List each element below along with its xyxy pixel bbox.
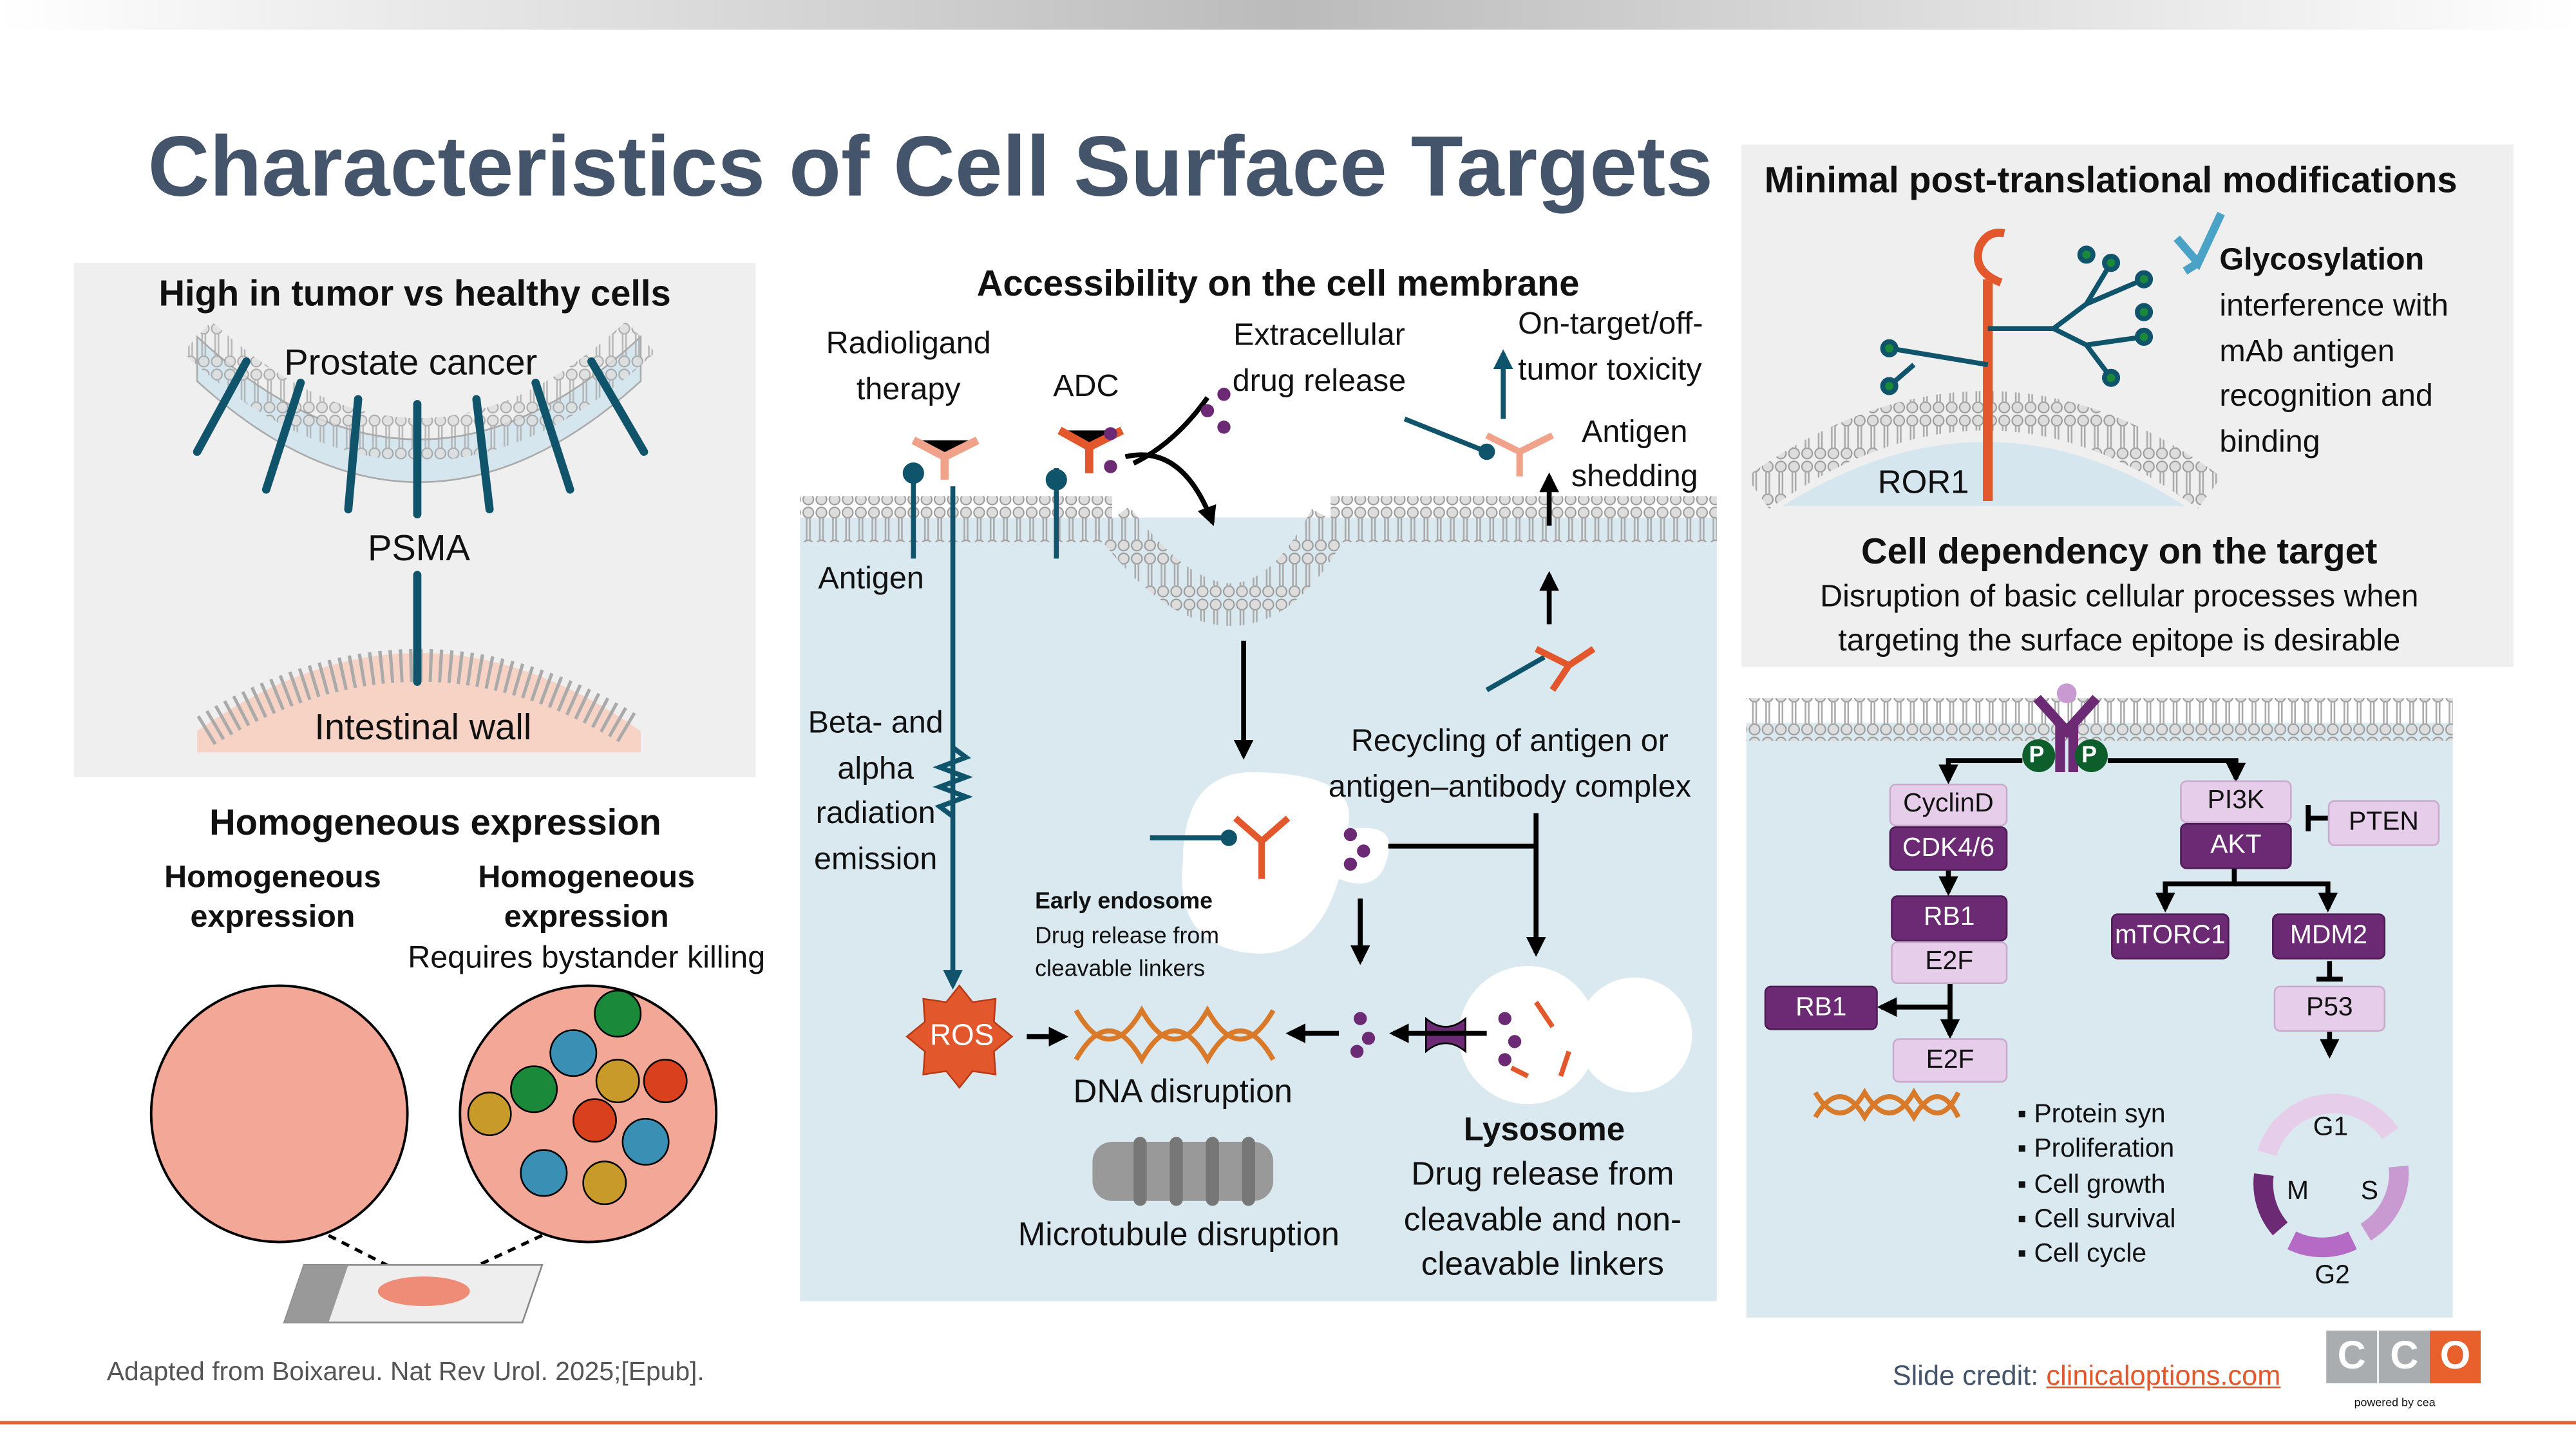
cell-cycle-arrows — [2253, 1094, 2409, 1258]
node-rb1-free: RB1 — [1764, 985, 1878, 1030]
logo-subtitle: powered by cea — [2354, 1397, 2436, 1410]
pathway-dna — [1813, 1087, 1961, 1122]
psma-label: PSMA — [367, 527, 471, 569]
outcome-item: ▪ Protein syn — [2017, 1101, 2166, 1129]
endosome-title: Early endosome — [1035, 887, 1213, 914]
endosome-desc: Drug release from cleavable linkers — [1035, 922, 1219, 981]
toxicity-label: On-target/off-tumor toxicity — [1518, 307, 1703, 388]
credit-label: Slide credit: — [1892, 1360, 2047, 1392]
outcome-item: ▪ Cell growth — [2017, 1170, 2166, 1199]
dna-helix — [1074, 1005, 1276, 1065]
radioligand-label: Radioligand therapy — [826, 327, 991, 408]
glyco-desc: interference with mAb antigen recognitio… — [2219, 289, 2449, 460]
logo-o: O — [2429, 1331, 2481, 1383]
node-e2f: E2F — [1891, 941, 2008, 985]
outcome-item: ▪ Cell cycle — [2017, 1240, 2147, 1269]
ros-label: ROS — [929, 1018, 994, 1052]
dependency-heading: Cell dependency on the target — [1861, 530, 2378, 572]
microtubule — [1092, 1137, 1274, 1206]
intestinal-label: Intestinal wall — [314, 706, 532, 748]
node-rb1: RB1 — [1891, 895, 2008, 942]
node-cdk46: CDK4/6 — [1889, 826, 2008, 871]
recycling-label: Recycling of antigen or antigen–antibody… — [1328, 724, 1691, 805]
dependency-desc: Disruption of basic cellular processes w… — [1820, 580, 2419, 659]
ros-burst — [905, 984, 1014, 1089]
homogeneous-label: Homogeneous expression — [164, 860, 381, 935]
ror1-label: ROR1 — [1877, 464, 1969, 502]
top-bar — [0, 0, 2576, 30]
adc-label: ADC — [1053, 369, 1119, 404]
outcomes-list: ▪ Protein syn ▪ Proliferation ▪ Cell gro… — [2018, 1097, 2176, 1273]
lysosome-title: Lysosome — [1463, 1112, 1625, 1149]
glycan-chains — [1880, 245, 2154, 395]
node-pten: PTEN — [2327, 800, 2440, 846]
node-pi3k: PI3K — [2180, 780, 2292, 824]
glyco-title: Glycosylation — [2219, 243, 2425, 278]
phospho-p-left: P — [2029, 741, 2045, 768]
psma-receptors — [193, 357, 649, 687]
node-mtorc1: mTORC1 — [2111, 913, 2230, 960]
node-akt: AKT — [2180, 823, 2292, 869]
node-e2f-free: E2F — [1892, 1038, 2008, 1083]
expression-heading: Homogeneous expression — [209, 801, 661, 843]
logo-c2: C — [2377, 1331, 2430, 1383]
phospho-p-right: P — [2081, 741, 2097, 768]
shedding-label: Antigen shedding — [1571, 415, 1698, 495]
outcome-item: ▪ Cell survival — [2017, 1206, 2176, 1234]
tumor-heading: High in tumor vs healthy cells — [158, 272, 671, 314]
node-p53: P53 — [2273, 985, 2386, 1032]
lysosome-desc: Drug release from cleavable and non-clea… — [1403, 1156, 1681, 1283]
prostate-label: Prostate cancer — [284, 341, 538, 383]
cell-membrane — [800, 496, 1113, 542]
homogeneous-tissue — [149, 984, 409, 1244]
cco-logo: C C O — [2326, 1331, 2481, 1383]
access-heading: Accessibility on the cell membrane — [976, 263, 1580, 304]
node-cyclind: CyclinD — [1889, 783, 2008, 827]
phospho-sites — [2022, 739, 2108, 772]
cycle-s: S — [2360, 1178, 2379, 1206]
cycle-m: M — [2286, 1178, 2309, 1206]
dna-label: DNA disruption — [1073, 1074, 1293, 1111]
logo-c1: C — [2326, 1331, 2378, 1383]
credit-link[interactable]: clinicaloptions.com — [2046, 1360, 2281, 1392]
radiation-label: Beta- and alpha radiation emission — [808, 706, 943, 876]
bystander-note: Requires bystander killing — [408, 941, 766, 976]
source-citation: Adapted from Boixareu. Nat Rev Urol. 202… — [106, 1358, 705, 1387]
cycle-g2: G2 — [2315, 1262, 2350, 1290]
heterogeneous-label: Homogeneous expression — [478, 860, 695, 935]
microtubule-label: Microtubule disruption — [1018, 1217, 1340, 1254]
ptm-heading: Minimal post-translational modifications — [1764, 159, 2458, 201]
early-endosome — [1182, 772, 1390, 954]
outcome-item: ▪ Proliferation — [2017, 1135, 2175, 1164]
extracellular-label: Extracellular drug release — [1232, 318, 1406, 399]
antigen-label: Antigen — [818, 562, 924, 597]
page-title: Characteristics of Cell Surface Targets — [147, 120, 1714, 216]
slide-credit: Slide credit: clinicaloptions.com — [1893, 1360, 2281, 1393]
node-mdm2: MDM2 — [2272, 913, 2386, 960]
ptm-panel — [1741, 144, 2514, 667]
cycle-g1: G1 — [2313, 1113, 2349, 1142]
